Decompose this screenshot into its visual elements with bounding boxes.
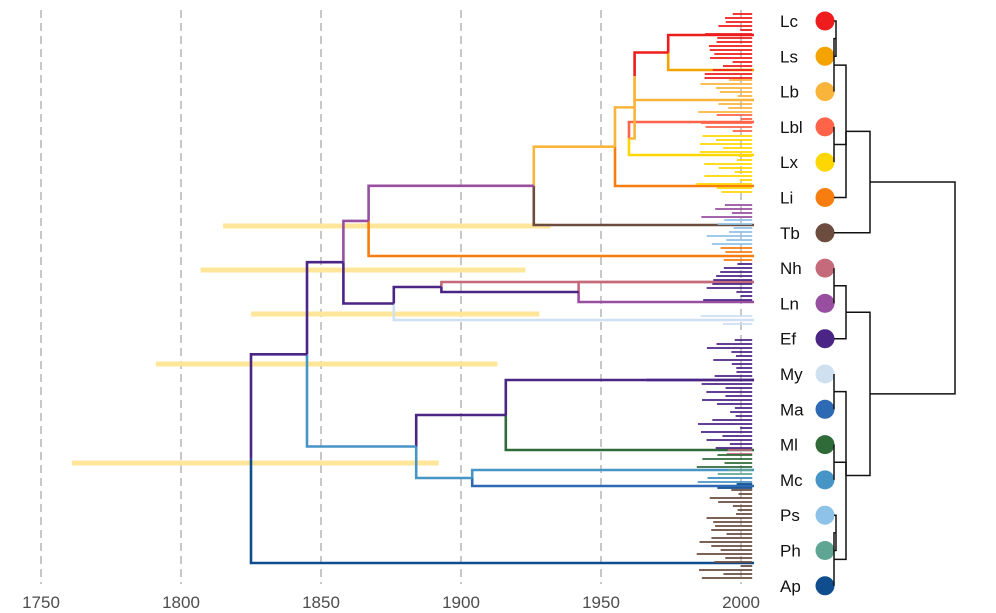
cladogram-branch xyxy=(834,64,847,132)
legend-dot-mc xyxy=(815,470,835,490)
time-tree xyxy=(249,33,754,565)
legend-label-ls: Ls xyxy=(780,47,798,66)
legend-label-lbl: Lbl xyxy=(780,118,803,137)
tree-branch xyxy=(414,446,473,480)
tree-branch xyxy=(305,354,417,448)
cladogram-branch xyxy=(870,287,956,395)
tree-branch xyxy=(613,106,635,147)
x-tick-label-1800: 1800 xyxy=(162,593,200,612)
tree-branch xyxy=(633,51,669,77)
tree-branch xyxy=(342,219,369,263)
legend-dot-ma xyxy=(815,399,835,419)
x-tick-label-1750: 1750 xyxy=(22,593,60,612)
tree-branch xyxy=(305,260,344,355)
tree-branch xyxy=(532,145,615,186)
legend-dot-nh xyxy=(815,258,835,278)
legend-dot-ap xyxy=(815,576,835,596)
legend-dot-li xyxy=(815,188,835,207)
date-intervals xyxy=(71,223,551,466)
tree-branch xyxy=(504,415,754,452)
cladogram-branch xyxy=(834,312,847,340)
cladogram-branch xyxy=(834,131,847,199)
tree-branch xyxy=(504,378,646,415)
legend-label-ap: Ap xyxy=(780,577,801,596)
legend-label-lb: Lb xyxy=(780,83,799,102)
cladogram-branch xyxy=(846,393,871,477)
legend-dot-tb xyxy=(815,223,835,243)
cladogram-branch xyxy=(834,131,847,146)
legend-label-nh: Nh xyxy=(780,259,802,278)
tree-branch xyxy=(414,413,506,447)
cladogram-branch xyxy=(834,182,871,234)
cladogram-branch xyxy=(846,311,871,394)
tree-branch xyxy=(440,280,754,287)
cladogram-branch xyxy=(833,532,836,560)
tree-branch xyxy=(532,185,754,227)
x-tick-label-1950: 1950 xyxy=(582,593,620,612)
tree-branch xyxy=(613,146,754,188)
legend-dot-ps xyxy=(815,505,835,525)
legend-label-ma: Ma xyxy=(780,400,804,419)
cladogram-branch xyxy=(834,461,847,476)
legend-dot-lc xyxy=(815,11,835,31)
legend-label-ml: Ml xyxy=(780,436,798,455)
cladogram-branch xyxy=(834,514,837,533)
legend-dot-ml xyxy=(815,435,835,455)
legend-dot-ln xyxy=(815,293,835,313)
tree-branch xyxy=(627,138,754,157)
tree-branch xyxy=(666,33,754,53)
x-tick-label-1900: 1900 xyxy=(442,593,480,612)
legend-label-lc: Lc xyxy=(780,12,798,31)
tree-branch xyxy=(629,107,636,140)
legend-label-my: My xyxy=(780,365,803,384)
tree-branch xyxy=(577,292,754,304)
legend-label-ef: Ef xyxy=(780,330,796,349)
cladogram-branch xyxy=(834,20,837,39)
tree-branch xyxy=(342,262,394,305)
legend-dot-ef xyxy=(815,329,835,349)
tree-branch xyxy=(367,184,534,221)
tree-branch xyxy=(249,458,754,565)
cladogram-branch xyxy=(834,475,847,561)
tree-branch xyxy=(249,353,307,459)
cladogram-branch xyxy=(833,37,836,66)
tree-branch xyxy=(367,220,754,258)
x-tick-label-1850: 1850 xyxy=(302,593,340,612)
x-tick-label-2000: 2000 xyxy=(722,593,760,612)
tree-branch xyxy=(440,287,579,294)
legend-dot-lx xyxy=(815,152,835,172)
legend-label-li: Li xyxy=(780,189,793,208)
tree-branch xyxy=(470,468,754,478)
legend-label-ps: Ps xyxy=(780,506,800,525)
cladogram xyxy=(833,20,956,586)
cladogram-branch xyxy=(870,181,956,288)
cladogram-branch xyxy=(834,390,847,476)
grid-lines xyxy=(40,10,742,584)
legend-dot-ls xyxy=(815,46,835,66)
legend-label-ln: Ln xyxy=(780,294,799,313)
legend-label-mc: Mc xyxy=(780,471,803,490)
tree-branch xyxy=(392,303,754,322)
legend-dot-my xyxy=(815,364,835,384)
cladogram-branch xyxy=(846,130,871,183)
tree-branch xyxy=(392,285,442,304)
tree-branch xyxy=(627,120,754,139)
legend-label-lx: Lx xyxy=(780,153,798,172)
legend-dot-lbl xyxy=(815,117,835,137)
clade-legend: Lc Ls Lb Lbl Lx Li Tb Nh Ln Ef My Ma Ml Mc Ps Ph Ap xyxy=(780,11,835,596)
cladogram-branch xyxy=(834,285,847,313)
tip-fans xyxy=(696,13,753,579)
x-axis-ticks: 1750 1800 1850 1900 1950 2000 xyxy=(22,593,760,612)
legend-dot-ph xyxy=(815,541,835,560)
legend-dot-lb xyxy=(815,82,835,102)
legend-label-ph: Ph xyxy=(780,542,801,561)
tree-branch xyxy=(470,478,754,488)
legend-label-tb: Tb xyxy=(780,224,800,243)
